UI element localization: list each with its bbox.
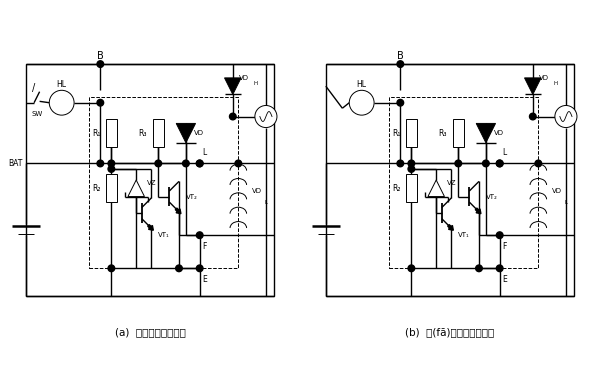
Circle shape	[176, 265, 182, 272]
Circle shape	[155, 160, 161, 167]
Text: VZ: VZ	[147, 180, 157, 186]
Text: L: L	[565, 200, 568, 205]
Text: F: F	[202, 242, 207, 251]
Circle shape	[535, 160, 542, 167]
FancyArrow shape	[175, 208, 181, 214]
Circle shape	[496, 232, 503, 238]
Bar	[326, 64, 574, 296]
Bar	[389, 97, 538, 268]
Text: (b)  發(fā)電機電壓檢測法: (b) 發(fā)電機電壓檢測法	[406, 327, 494, 337]
Circle shape	[196, 160, 203, 167]
Bar	[153, 119, 164, 147]
Text: B: B	[97, 51, 104, 61]
Circle shape	[108, 265, 115, 272]
Text: F: F	[502, 242, 507, 251]
Circle shape	[108, 160, 115, 167]
Text: VT₂: VT₂	[186, 194, 198, 200]
Text: R₁: R₁	[392, 129, 400, 138]
Circle shape	[397, 99, 404, 106]
Text: VD: VD	[252, 188, 262, 194]
Circle shape	[496, 265, 503, 272]
Circle shape	[235, 160, 242, 167]
Polygon shape	[128, 180, 145, 196]
Circle shape	[196, 232, 203, 238]
Polygon shape	[428, 180, 445, 196]
Circle shape	[97, 160, 104, 167]
Bar	[89, 97, 238, 268]
FancyArrow shape	[475, 208, 481, 214]
Circle shape	[349, 90, 374, 115]
Text: /: /	[32, 82, 36, 93]
Circle shape	[196, 160, 203, 167]
Text: E: E	[202, 275, 207, 284]
Polygon shape	[176, 123, 196, 143]
Text: VD: VD	[552, 188, 562, 194]
FancyArrow shape	[148, 225, 154, 230]
Text: VT₁: VT₁	[458, 232, 470, 238]
Circle shape	[397, 61, 404, 68]
Circle shape	[108, 166, 115, 172]
Text: B: B	[397, 51, 404, 61]
Bar	[406, 174, 417, 202]
Circle shape	[555, 105, 577, 128]
Circle shape	[196, 265, 203, 272]
Text: HL: HL	[56, 80, 67, 89]
Text: VT₁: VT₁	[158, 232, 170, 238]
FancyArrow shape	[448, 225, 454, 230]
Polygon shape	[224, 78, 241, 94]
Text: L: L	[265, 200, 268, 205]
Text: R₃: R₃	[439, 129, 447, 138]
Circle shape	[397, 160, 404, 167]
Circle shape	[255, 105, 277, 128]
Text: R₂: R₂	[392, 184, 400, 193]
Circle shape	[529, 113, 536, 120]
Circle shape	[97, 61, 104, 68]
Text: E: E	[502, 275, 507, 284]
Text: R₁: R₁	[92, 129, 100, 138]
Circle shape	[182, 160, 189, 167]
Text: SW: SW	[31, 111, 43, 117]
Text: R₃: R₃	[139, 129, 147, 138]
Circle shape	[408, 265, 415, 272]
Text: L: L	[202, 148, 206, 157]
Text: VD: VD	[539, 75, 549, 81]
Text: R₂: R₂	[92, 184, 100, 193]
Polygon shape	[524, 78, 541, 94]
Circle shape	[455, 160, 461, 167]
Circle shape	[496, 160, 503, 167]
Text: VD: VD	[239, 75, 249, 81]
Bar	[453, 119, 464, 147]
Bar	[406, 119, 417, 147]
Circle shape	[408, 160, 415, 167]
Circle shape	[408, 166, 415, 172]
Text: VZ: VZ	[447, 180, 457, 186]
Circle shape	[229, 113, 236, 120]
Text: VT₂: VT₂	[486, 194, 498, 200]
Text: L: L	[502, 148, 506, 157]
Circle shape	[49, 90, 74, 115]
Bar	[26, 64, 274, 296]
Circle shape	[496, 160, 503, 167]
Bar	[106, 174, 117, 202]
Text: VD: VD	[494, 130, 504, 136]
Bar	[106, 119, 117, 147]
Text: HL: HL	[356, 80, 367, 89]
Text: (a)  蓄電池電壓檢測法: (a) 蓄電池電壓檢測法	[115, 327, 185, 337]
Polygon shape	[476, 123, 496, 143]
Circle shape	[476, 265, 482, 272]
Text: H: H	[554, 81, 557, 86]
Circle shape	[97, 99, 104, 106]
Text: VD: VD	[194, 130, 204, 136]
Circle shape	[482, 160, 489, 167]
Text: BAT: BAT	[8, 159, 23, 168]
Text: H: H	[254, 81, 257, 86]
